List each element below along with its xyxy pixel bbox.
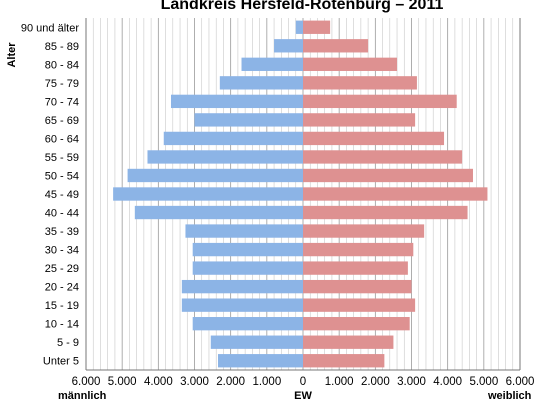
bar-maennlich [218,354,303,368]
y-axis-title: Alter [6,42,18,68]
tick-label: 0 [300,376,306,388]
category-label: 20 - 24 [45,282,79,294]
bar-weiblich [303,113,416,127]
chart-title: Landkreis Hersfeld-Rotenburg – 2011 [161,0,444,13]
x-axis-right-label: weiblich [487,390,532,400]
bar-maennlich [194,113,303,127]
bar-weiblich [303,279,412,294]
tick-label: 6.000 [72,376,101,388]
x-axis-center-label: EW [294,390,312,400]
bar-weiblich [303,298,416,312]
tick-label: 3.000 [180,376,209,388]
bar-weiblich [303,168,473,183]
bar-maennlich [134,205,303,220]
tick-label: 2.000 [361,376,390,388]
bar-weiblich [303,205,468,220]
category-label: 55 - 59 [45,152,79,164]
category-label: 45 - 49 [45,189,79,201]
category-label: 30 - 34 [45,245,79,257]
category-label: 70 - 74 [45,96,79,108]
bar-maennlich [192,242,303,257]
category-label: 50 - 54 [45,170,79,182]
bar-weiblich [303,335,394,349]
category-labels: 90 und älter 85 - 89 80 - 84 75 - 79 70 - 74… [21,22,79,367]
bar-maennlich [147,150,303,164]
bar-weiblich [303,76,417,90]
tick-label: 5.000 [469,376,498,388]
category-label: 60 - 64 [45,133,79,145]
bar-weiblich [303,187,488,201]
bar-maennlich [274,39,303,53]
bar-maennlich [295,20,303,34]
bar-maennlich [181,279,303,294]
bar-maennlich [192,261,303,275]
bar-maennlich [181,298,303,312]
bar-weiblich [303,150,463,164]
category-label: 90 und älter [21,22,79,34]
bar-maennlich [219,76,303,90]
tick-labels: 6.000 5.000 4.000 3.000 2.000 1.000 0 1.000 2.00… [72,376,535,388]
category-label: 5 - 9 [57,337,79,349]
bars [113,20,488,368]
bar-weiblich [303,39,369,53]
x-axis-left-label: männlich [58,390,107,400]
category-label: 25 - 29 [45,263,79,275]
category-label: 40 - 44 [45,208,79,220]
tick-label: 1.000 [325,376,354,388]
bar-weiblich [303,317,410,331]
bar-maennlich [113,187,303,201]
category-label: 85 - 89 [45,41,79,53]
bar-weiblich [303,94,457,109]
category-label: 65 - 69 [45,115,79,127]
tick-label: 4.000 [433,376,462,388]
tick-label: 4.000 [144,376,173,388]
bar-weiblich [303,57,398,71]
tick-label: 5.000 [108,376,137,388]
tick-label: 6.000 [506,376,535,388]
category-label: 75 - 79 [45,78,79,90]
tick-label: 2.000 [216,376,245,388]
category-label: 10 - 14 [45,319,79,331]
bar-weiblich [303,224,425,238]
category-label: 80 - 84 [45,59,79,71]
bar-weiblich [303,131,445,146]
category-label: Unter 5 [43,356,79,368]
bar-maennlich [127,168,303,183]
tick-label: 1.000 [252,376,281,388]
bar-maennlich [241,57,303,71]
bar-weiblich [303,261,408,275]
bar-weiblich [303,20,331,34]
bar-weiblich [303,242,414,257]
tick-label: 3.000 [397,376,426,388]
category-label: 35 - 39 [45,226,79,238]
bar-maennlich [185,224,303,238]
category-label: 15 - 19 [45,300,79,312]
bar-maennlich [192,317,303,331]
bar-maennlich [210,335,303,349]
bar-weiblich [303,354,385,368]
bar-maennlich [163,131,303,146]
bar-maennlich [170,94,303,109]
